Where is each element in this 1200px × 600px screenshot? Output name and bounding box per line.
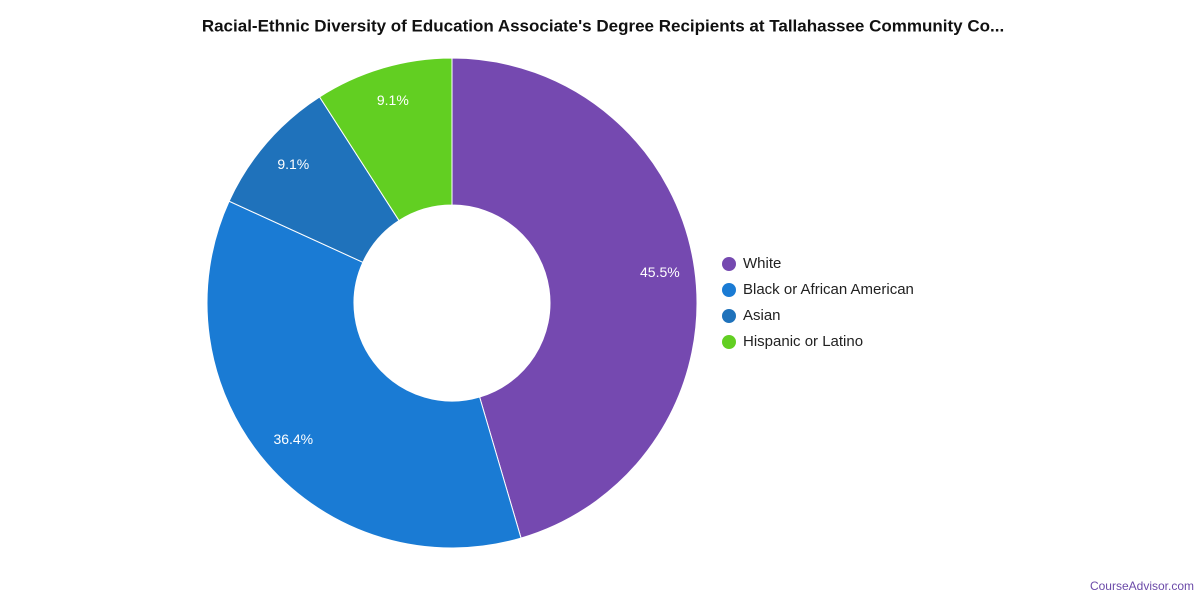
data-label: 36.4%: [273, 431, 313, 447]
chart-title: Racial-Ethnic Diversity of Education Ass…: [202, 16, 1004, 35]
legend-label: Hispanic or Latino: [743, 333, 863, 350]
data-label: 9.1%: [277, 156, 309, 172]
data-label: 9.1%: [377, 92, 409, 108]
legend-label: Black or African American: [743, 281, 914, 298]
slice: [318, 57, 453, 222]
legend-label: Asian: [743, 307, 781, 324]
source: CourseAdvisor.com: [1090, 579, 1194, 593]
legend-label: White: [743, 255, 781, 272]
slice: [451, 57, 698, 539]
legend-marker: [722, 335, 736, 349]
data-label: 45.5%: [640, 264, 680, 280]
slice: [206, 200, 522, 549]
legend-marker: [722, 309, 736, 323]
legend-marker: [722, 283, 736, 297]
legend-marker: [722, 257, 736, 271]
